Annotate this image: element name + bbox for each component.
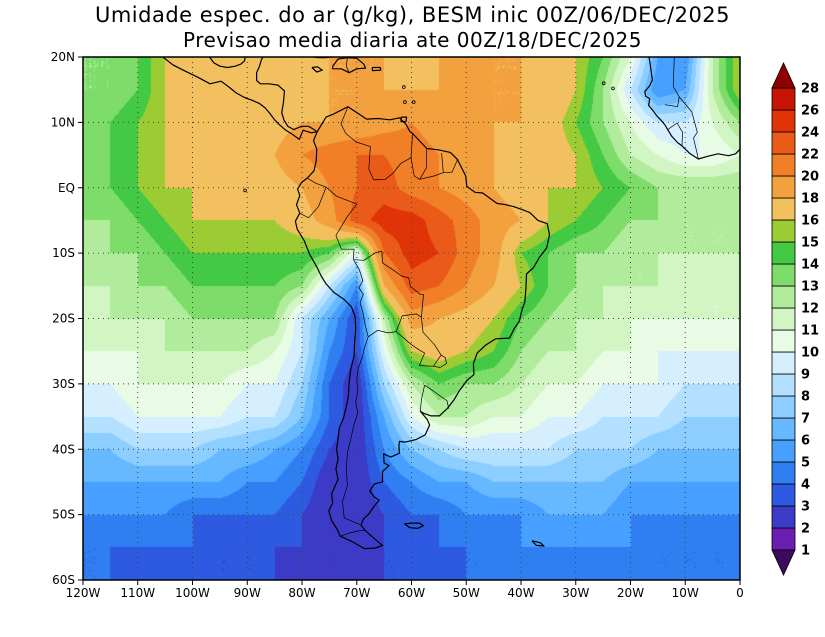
- colorbar-tick-label: 10: [801, 346, 819, 361]
- colorbar-tick-label: 26: [801, 104, 819, 119]
- lon-tick-label: 90W: [234, 586, 261, 600]
- lat-tick-label: 20N: [51, 50, 75, 64]
- colorbar-tick-label: 20: [801, 170, 819, 185]
- lat-tick-label: EQ: [58, 181, 75, 195]
- lon-tick-label: 110W: [120, 586, 155, 600]
- colorbar-segment: [771, 87, 796, 111]
- colorbar-tick-label: 2: [801, 522, 810, 537]
- colorbar-tick-label: 9: [801, 368, 810, 383]
- lat-tick-label: 40S: [52, 442, 75, 456]
- humidity-field-canvas: [83, 57, 740, 580]
- colorbar-tick-label: 14: [801, 258, 819, 273]
- lon-tick-label: 70W: [343, 586, 370, 600]
- lon-tick-label: 120W: [66, 586, 101, 600]
- colorbar-tick-label: 28: [801, 82, 819, 97]
- colorbar-segment: [771, 175, 796, 199]
- colorbar-segment: [771, 241, 796, 265]
- colorbar-segment: [771, 263, 796, 287]
- colorbar-segment: [771, 417, 796, 441]
- colorbar-tick-label: 12: [801, 302, 819, 317]
- colorbar-segment: [771, 505, 796, 529]
- lat-tick-label: 10S: [52, 246, 75, 260]
- lat-tick-label: 30S: [52, 377, 75, 391]
- colorbar-tick-label: 15: [801, 236, 819, 251]
- colorbar-segment: [771, 109, 796, 133]
- lat-tick-label: 50S: [52, 508, 75, 522]
- chart-title: Umidade espec. do ar (g/kg), BESM inic 0…: [94, 3, 731, 27]
- colorbar-tick-label: 22: [801, 148, 819, 163]
- colorbar-segment: [771, 461, 796, 485]
- lat-tick-label: 60S: [52, 573, 75, 587]
- colorbar-tick-label: 4: [801, 478, 810, 493]
- lon-tick-label: 0: [736, 586, 744, 600]
- lon-tick-label: 10W: [672, 586, 699, 600]
- colorbar-under-arrow: [771, 549, 796, 576]
- colorbar-tick-label: 11: [801, 324, 819, 339]
- lat-tick-label: 10N: [51, 115, 75, 129]
- colorbar-segment: [771, 527, 796, 551]
- colorbar-tick-label: 18: [801, 192, 819, 207]
- lat-tick-label: 20S: [52, 312, 75, 326]
- lon-tick-label: 100W: [175, 586, 210, 600]
- colorbar-segment: [771, 351, 796, 375]
- lon-tick-label: 50W: [453, 586, 480, 600]
- chart-subtitle: Previsao media diaria ate 00Z/18/DEC/202…: [183, 28, 642, 52]
- colorbar-tick-label: 5: [801, 456, 810, 471]
- colorbar-segment: [771, 329, 796, 353]
- colorbar-tick-label: 1: [801, 544, 810, 559]
- colorbar-tick-label: 8: [801, 390, 810, 405]
- lon-tick-label: 40W: [507, 586, 534, 600]
- colorbar-over-arrow: [771, 62, 796, 89]
- colorbar-segment: [771, 219, 796, 243]
- colorbar-tick-label: 3: [801, 500, 810, 515]
- colorbar-tick-label: 7: [801, 412, 810, 427]
- colorbar-segment: [771, 483, 796, 507]
- colorbar-tick-label: 13: [801, 280, 819, 295]
- colorbar-segment: [771, 285, 796, 309]
- lon-tick-label: 30W: [562, 586, 589, 600]
- colorbar-segment: [771, 439, 796, 463]
- colorbar-segment: [771, 373, 796, 397]
- colorbar-segment: [771, 395, 796, 419]
- colorbar-segment: [771, 307, 796, 331]
- colorbar-segment: [771, 131, 796, 155]
- colorbar-tick-label: 6: [801, 434, 810, 449]
- colorbar-segment: [771, 153, 796, 177]
- lon-tick-label: 60W: [398, 586, 425, 600]
- colorbar-segment: [771, 197, 796, 221]
- lon-tick-label: 80W: [288, 586, 315, 600]
- colorbar-tick-label: 24: [801, 126, 819, 141]
- colorbar-tick-label: 16: [801, 214, 819, 229]
- lon-tick-label: 20W: [617, 586, 644, 600]
